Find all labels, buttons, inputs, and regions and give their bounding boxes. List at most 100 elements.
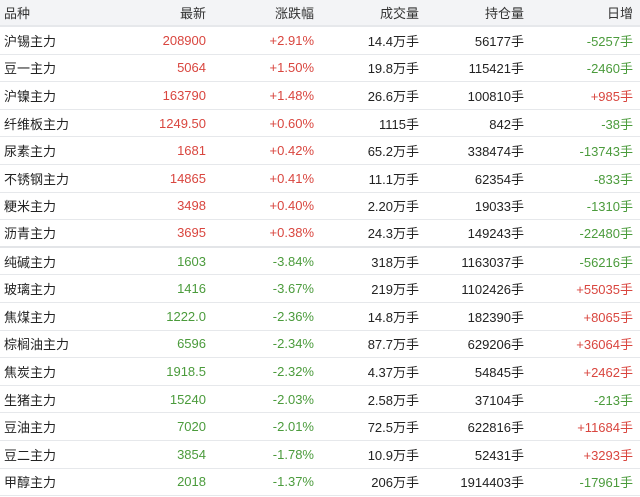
change-cell: -2.34% bbox=[272, 336, 314, 352]
table-row[interactable]: 纯碱主力 1603 -3.84% 318万手 1163037手 -56216手 bbox=[0, 248, 640, 276]
open-interest-cell: 115421手 bbox=[468, 61, 524, 77]
name-cell: 豆一主力 bbox=[4, 61, 57, 77]
table-row[interactable]: 玻璃主力 1416 -3.67% 219万手 1102426手 +55035手 bbox=[0, 275, 640, 303]
daily-change-cell: -2460手 bbox=[586, 61, 633, 77]
open-interest-cell: 62354手 bbox=[474, 171, 524, 187]
name-cell: 沥青主力 bbox=[4, 226, 57, 242]
volume-cell: 206万手 bbox=[371, 475, 419, 491]
change-cell: +0.60% bbox=[269, 115, 314, 131]
price-cell: 208900 bbox=[162, 32, 206, 48]
change-cell: +2.91% bbox=[269, 32, 314, 48]
name-cell: 尿素主力 bbox=[4, 144, 57, 160]
name-cell: 棕榈油主力 bbox=[4, 337, 70, 353]
daily-change-cell: +985手 bbox=[590, 88, 633, 104]
change-cell: -2.03% bbox=[272, 391, 314, 407]
daily-change-cell: +11684手 bbox=[577, 420, 633, 436]
header-name[interactable]: 品种 bbox=[4, 6, 31, 21]
price-cell: 3695 bbox=[177, 225, 206, 241]
table-row[interactable]: 沥青主力 3695 +0.38% 24.3万手 149243手 -22480手 bbox=[0, 220, 640, 248]
volume-cell: 14.8万手 bbox=[367, 309, 419, 325]
table-row[interactable]: 沪锡主力 208900 +2.91% 14.4万手 56177手 -5257手 bbox=[0, 27, 640, 55]
name-cell: 纯碱主力 bbox=[4, 254, 57, 270]
change-cell: -3.67% bbox=[272, 281, 314, 297]
header-daily-change[interactable]: 日增 bbox=[606, 6, 633, 21]
price-cell: 163790 bbox=[162, 87, 206, 103]
table-row[interactable]: 尿素主力 1681 +0.42% 65.2万手 338474手 -13743手 bbox=[0, 137, 640, 165]
name-cell: 焦炭主力 bbox=[4, 364, 57, 380]
volume-cell: 24.3万手 bbox=[367, 226, 419, 242]
daily-change-cell: -13743手 bbox=[579, 144, 633, 160]
table-row[interactable]: 甲醇主力 2018 -1.37% 206万手 1914403手 -17961手 bbox=[0, 469, 640, 497]
table-row[interactable]: 粳米主力 3498 +0.40% 2.20万手 19033手 -1310手 bbox=[0, 193, 640, 221]
volume-cell: 87.7万手 bbox=[367, 337, 419, 353]
price-cell: 5064 bbox=[177, 60, 206, 76]
table-row[interactable]: 不锈钢主力 14865 +0.41% 11.1万手 62354手 -833手 bbox=[0, 165, 640, 193]
open-interest-cell: 182390手 bbox=[467, 309, 524, 325]
table-row[interactable]: 生猪主力 15240 -2.03% 2.58万手 37104手 -213手 bbox=[0, 386, 640, 414]
open-interest-cell: 1102426手 bbox=[461, 282, 524, 298]
header-price[interactable]: 最新 bbox=[179, 6, 206, 21]
volume-cell: 219万手 bbox=[371, 282, 419, 298]
volume-cell: 318万手 bbox=[371, 254, 419, 270]
open-interest-cell: 19033手 bbox=[474, 199, 524, 215]
open-interest-cell: 842手 bbox=[489, 116, 524, 132]
volume-cell: 10.9万手 bbox=[367, 447, 419, 463]
daily-change-cell: +3293手 bbox=[583, 447, 633, 463]
table-row[interactable]: 棕榈油主力 6596 -2.34% 87.7万手 629206手 +36064手 bbox=[0, 331, 640, 359]
volume-cell: 2.20万手 bbox=[367, 199, 419, 215]
table-row[interactable]: 豆油主力 7020 -2.01% 72.5万手 622816手 +11684手 bbox=[0, 413, 640, 441]
price-cell: 1416 bbox=[177, 281, 206, 297]
open-interest-cell: 54845手 bbox=[474, 364, 524, 380]
price-cell: 3854 bbox=[177, 446, 206, 462]
name-cell: 生猪主力 bbox=[4, 392, 57, 408]
volume-cell: 65.2万手 bbox=[367, 144, 419, 160]
table-row[interactable]: 沪镍主力 163790 +1.48% 26.6万手 100810手 +985手 bbox=[0, 82, 640, 110]
volume-cell: 4.37万手 bbox=[367, 364, 419, 380]
table-row[interactable]: 焦煤主力 1222.0 -2.36% 14.8万手 182390手 +8065手 bbox=[0, 303, 640, 331]
table-row[interactable]: 豆一主力 5064 +1.50% 19.8万手 115421手 -2460手 bbox=[0, 55, 640, 83]
daily-change-cell: -833手 bbox=[593, 171, 633, 187]
open-interest-cell: 56177手 bbox=[474, 33, 524, 49]
daily-change-cell: +8065手 bbox=[583, 309, 633, 325]
price-cell: 3498 bbox=[177, 198, 206, 214]
volume-cell: 1115手 bbox=[379, 116, 419, 132]
name-cell: 豆二主力 bbox=[4, 447, 57, 463]
header-change[interactable]: 涨跌幅 bbox=[274, 6, 314, 21]
open-interest-cell: 338474手 bbox=[467, 144, 524, 160]
name-cell: 纤维板主力 bbox=[4, 116, 70, 132]
change-cell: +0.40% bbox=[269, 198, 314, 214]
open-interest-cell: 629206手 bbox=[467, 337, 524, 353]
volume-cell: 26.6万手 bbox=[367, 88, 419, 104]
price-cell: 15240 bbox=[169, 391, 206, 407]
change-cell: -3.84% bbox=[272, 253, 314, 269]
change-cell: -2.36% bbox=[272, 308, 314, 324]
price-cell: 1681 bbox=[177, 143, 206, 159]
daily-change-cell: -5257手 bbox=[586, 33, 633, 49]
table-header: 品种 最新 涨跌幅 成交量 持仓量 日增 bbox=[0, 0, 640, 27]
price-cell: 2018 bbox=[177, 474, 206, 490]
table-row[interactable]: 焦炭主力 1918.5 -2.32% 4.37万手 54845手 +2462手 bbox=[0, 358, 640, 386]
change-cell: -1.78% bbox=[272, 446, 314, 462]
table-row[interactable]: 纤维板主力 1249.50 +0.60% 1115手 842手 -38手 bbox=[0, 110, 640, 138]
daily-change-cell: -22480手 bbox=[579, 226, 633, 242]
change-cell: +0.42% bbox=[269, 143, 314, 159]
volume-cell: 72.5万手 bbox=[367, 420, 419, 436]
open-interest-cell: 149243手 bbox=[467, 226, 524, 242]
header-open-interest[interactable]: 持仓量 bbox=[484, 6, 524, 21]
change-cell: +0.38% bbox=[269, 225, 314, 241]
open-interest-cell: 1163037手 bbox=[461, 254, 524, 270]
change-cell: -2.01% bbox=[272, 419, 314, 435]
header-volume[interactable]: 成交量 bbox=[379, 6, 419, 21]
change-cell: +0.41% bbox=[269, 170, 314, 186]
name-cell: 沪锡主力 bbox=[4, 33, 57, 49]
open-interest-cell: 622816手 bbox=[467, 420, 524, 436]
volume-cell: 19.8万手 bbox=[367, 61, 419, 77]
price-cell: 1222.0 bbox=[166, 308, 206, 324]
volume-cell: 11.1万手 bbox=[368, 171, 419, 187]
table-body: 沪锡主力 208900 +2.91% 14.4万手 56177手 -5257手 豆一主力 50… bbox=[0, 27, 640, 497]
change-cell: -1.37% bbox=[272, 474, 314, 490]
daily-change-cell: -1310手 bbox=[586, 199, 633, 215]
name-cell: 焦煤主力 bbox=[4, 309, 57, 325]
table-row[interactable]: 豆二主力 3854 -1.78% 10.9万手 52431手 +3293手 bbox=[0, 441, 640, 469]
